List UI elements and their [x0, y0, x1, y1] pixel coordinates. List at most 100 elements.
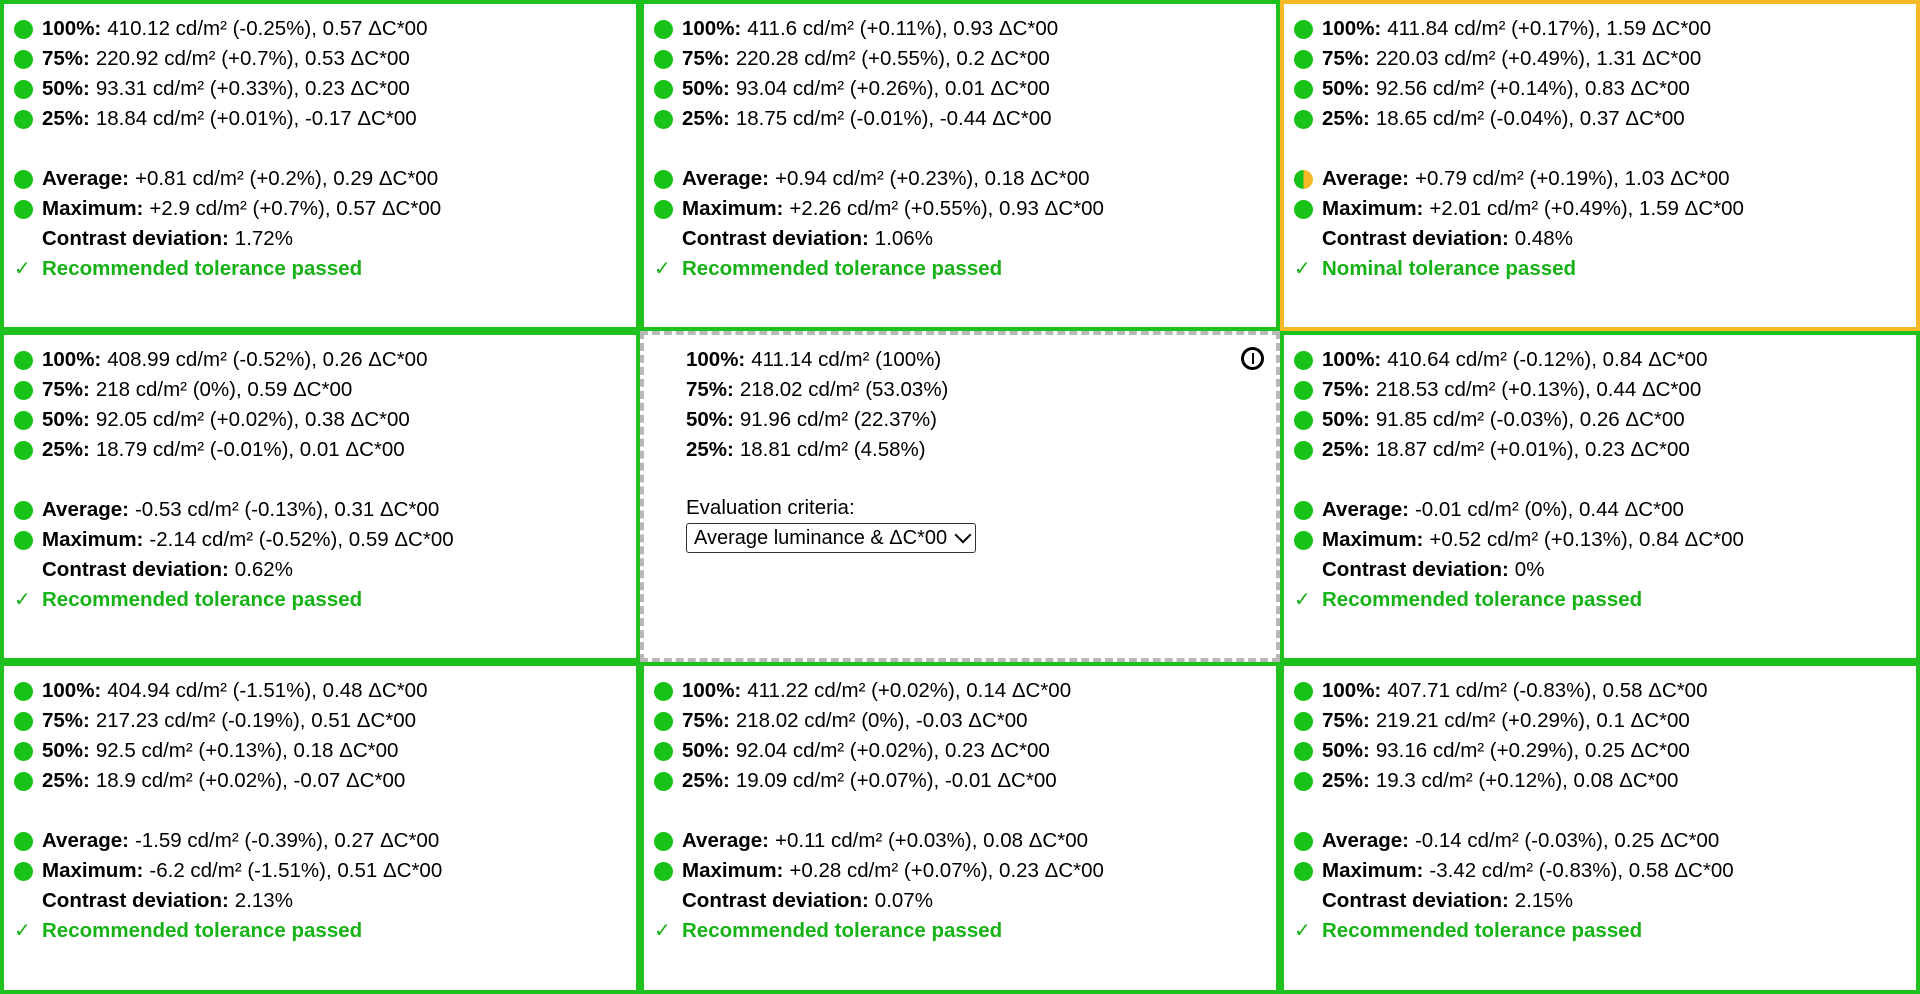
status-dot-icon	[1294, 49, 1313, 69]
checkmark-icon: ✓	[14, 920, 31, 942]
average-row: Average: +0.81 cd/m² (+0.2%), 0.29 ΔC*00	[14, 164, 636, 194]
uniformity-cell-bottom-right: 100%: 407.71 cd/m² (-0.83%), 0.58 ΔC*00 7…	[1280, 662, 1920, 994]
uniformity-cell-top-center: 100%: 411.6 cd/m² (+0.11%), 0.93 ΔC*00 75…	[640, 0, 1280, 331]
contrast-deviation-row: Contrast deviation: 1.72%	[42, 227, 293, 250]
tolerance-result: ✓ Recommended tolerance passed	[14, 585, 636, 615]
status-dot-icon	[14, 199, 33, 219]
measurement-row-75: 75%: 218 cd/m² (0%), 0.59 ΔC*00	[14, 375, 636, 405]
average-row: Average: +0.11 cd/m² (+0.03%), 0.08 ΔC*00	[654, 826, 1276, 856]
contrast-deviation-row: Contrast deviation: 0%	[1322, 558, 1545, 581]
maximum-row: Maximum: +2.01 cd/m² (+0.49%), 1.59 ΔC*00	[1294, 194, 1916, 224]
uniformity-cell-top-left: 100%: 410.12 cd/m² (-0.25%), 0.57 ΔC*00 7…	[0, 0, 640, 331]
measurement-row-25: 25%: 19.09 cd/m² (+0.07%), -0.01 ΔC*00	[654, 766, 1276, 796]
status-dot-icon	[654, 49, 673, 69]
status-dot-icon	[14, 530, 33, 550]
tolerance-result: ✓ Recommended tolerance passed	[654, 916, 1276, 946]
maximum-row: Maximum: +0.28 cd/m² (+0.07%), 0.23 ΔC*00	[654, 856, 1276, 886]
measurement-row-25: 25%: 18.87 cd/m² (+0.01%), 0.23 ΔC*00	[1294, 435, 1916, 465]
status-dot-icon	[1294, 741, 1313, 761]
reference-row-100: 100%: 411.14 cd/m² (100%)	[686, 348, 942, 371]
measurement-row-50: 50%: 91.85 cd/m² (-0.03%), 0.26 ΔC*00	[1294, 405, 1916, 435]
status-dot-icon	[14, 410, 33, 430]
tolerance-result: ✓ Recommended tolerance passed	[654, 254, 1276, 284]
maximum-row: Maximum: -6.2 cd/m² (-1.51%), 0.51 ΔC*00	[14, 856, 636, 886]
measurement-row-75: 75%: 217.23 cd/m² (-0.19%), 0.51 ΔC*00	[14, 706, 636, 736]
measurement-row-100: 100%: 404.94 cd/m² (-1.51%), 0.48 ΔC*00	[14, 676, 636, 706]
measurement-row-75: 75%: 220.03 cd/m² (+0.49%), 1.31 ΔC*00	[1294, 44, 1916, 74]
half-status-dot-icon	[1294, 169, 1313, 189]
status-dot-icon	[14, 681, 33, 701]
reference-row-50: 50%: 91.96 cd/m² (22.37%)	[686, 408, 937, 431]
tolerance-result: ✓ Recommended tolerance passed	[14, 254, 636, 284]
measurement-row-50: 50%: 92.56 cd/m² (+0.14%), 0.83 ΔC*00	[1294, 74, 1916, 104]
status-dot-icon	[654, 19, 673, 39]
status-dot-icon	[1294, 771, 1313, 791]
status-dot-icon	[1294, 350, 1313, 370]
evaluation-criteria-label: Evaluation criteria:	[686, 496, 855, 519]
info-icon[interactable]	[1241, 347, 1264, 370]
measurement-row-75: 75%: 220.28 cd/m² (+0.55%), 0.2 ΔC*00	[654, 44, 1276, 74]
contrast-deviation-row: Contrast deviation: 0.62%	[42, 558, 293, 581]
average-row: Average: +0.94 cd/m² (+0.23%), 0.18 ΔC*00	[654, 164, 1276, 194]
chevron-down-icon	[954, 526, 972, 544]
status-dot-icon	[14, 831, 33, 851]
average-row: Average: -0.14 cd/m² (-0.03%), 0.25 ΔC*00	[1294, 826, 1916, 856]
measurement-row-100: 100%: 407.71 cd/m² (-0.83%), 0.58 ΔC*00	[1294, 676, 1916, 706]
status-dot-icon	[1294, 711, 1313, 731]
measurement-row-100: 100%: 410.12 cd/m² (-0.25%), 0.57 ΔC*00	[14, 14, 636, 44]
status-dot-icon	[14, 19, 33, 39]
average-row: Average: +0.79 cd/m² (+0.19%), 1.03 ΔC*00	[1294, 164, 1916, 194]
measurement-row-25: 25%: 18.75 cd/m² (-0.01%), -0.44 ΔC*00	[654, 104, 1276, 134]
status-dot-icon	[14, 771, 33, 791]
evaluation-criteria-select[interactable]: Average luminance & ΔC*00	[686, 523, 977, 553]
contrast-deviation-row: Contrast deviation: 2.15%	[1322, 889, 1573, 912]
measurement-row-50: 50%: 93.31 cd/m² (+0.33%), 0.23 ΔC*00	[14, 74, 636, 104]
maximum-row: Maximum: +2.26 cd/m² (+0.55%), 0.93 ΔC*00	[654, 194, 1276, 224]
checkmark-icon: ✓	[1294, 920, 1311, 942]
checkmark-icon: ✓	[1294, 589, 1311, 611]
measurement-row-75: 75%: 218.02 cd/m² (0%), -0.03 ΔC*00	[654, 706, 1276, 736]
status-dot-icon	[14, 350, 33, 370]
status-dot-icon	[1294, 199, 1313, 219]
status-dot-icon	[654, 109, 673, 129]
uniformity-cell-bottom-left: 100%: 404.94 cd/m² (-1.51%), 0.48 ΔC*00 7…	[0, 662, 640, 994]
tolerance-result: ✓ Recommended tolerance passed	[1294, 585, 1916, 615]
status-dot-icon	[654, 681, 673, 701]
uniformity-cell-bottom-center: 100%: 411.22 cd/m² (+0.02%), 0.14 ΔC*00 7…	[640, 662, 1280, 994]
measurement-row-50: 50%: 92.04 cd/m² (+0.02%), 0.23 ΔC*00	[654, 736, 1276, 766]
status-dot-icon	[14, 741, 33, 761]
status-dot-icon	[1294, 380, 1313, 400]
reference-cell-center: 100%: 411.14 cd/m² (100%) 75%: 218.02 cd/m…	[640, 331, 1280, 662]
status-dot-icon	[654, 831, 673, 851]
status-dot-icon	[1294, 440, 1313, 460]
average-row: Average: -0.53 cd/m² (-0.13%), 0.31 ΔC*00	[14, 495, 636, 525]
status-dot-icon	[14, 861, 33, 881]
measurement-row-100: 100%: 411.84 cd/m² (+0.17%), 1.59 ΔC*00	[1294, 14, 1916, 44]
status-dot-icon	[1294, 410, 1313, 430]
reference-row-25: 25%: 18.81 cd/m² (4.58%)	[686, 438, 926, 461]
checkmark-icon: ✓	[1294, 258, 1311, 280]
measurement-row-25: 25%: 18.9 cd/m² (+0.02%), -0.07 ΔC*00	[14, 766, 636, 796]
status-dot-icon	[654, 199, 673, 219]
status-dot-icon	[14, 380, 33, 400]
uniformity-cell-middle-left: 100%: 408.99 cd/m² (-0.52%), 0.26 ΔC*00 7…	[0, 331, 640, 662]
status-dot-icon	[1294, 530, 1313, 550]
status-dot-icon	[1294, 681, 1313, 701]
status-dot-icon	[1294, 861, 1313, 881]
checkmark-icon: ✓	[14, 589, 31, 611]
status-dot-icon	[14, 711, 33, 731]
status-dot-icon	[14, 109, 33, 129]
status-dot-icon	[654, 741, 673, 761]
measurement-row-25: 25%: 18.65 cd/m² (-0.04%), 0.37 ΔC*00	[1294, 104, 1916, 134]
status-dot-icon	[1294, 79, 1313, 99]
measurement-row-50: 50%: 92.05 cd/m² (+0.02%), 0.38 ΔC*00	[14, 405, 636, 435]
status-dot-icon	[1294, 109, 1313, 129]
status-dot-icon	[14, 440, 33, 460]
status-dot-icon	[1294, 500, 1313, 520]
status-dot-icon	[654, 79, 673, 99]
average-row: Average: -1.59 cd/m² (-0.39%), 0.27 ΔC*00	[14, 826, 636, 856]
status-dot-icon	[654, 861, 673, 881]
reference-row-75: 75%: 218.02 cd/m² (53.03%)	[686, 378, 949, 401]
status-dot-icon	[14, 500, 33, 520]
measurement-row-100: 100%: 408.99 cd/m² (-0.52%), 0.26 ΔC*00	[14, 345, 636, 375]
